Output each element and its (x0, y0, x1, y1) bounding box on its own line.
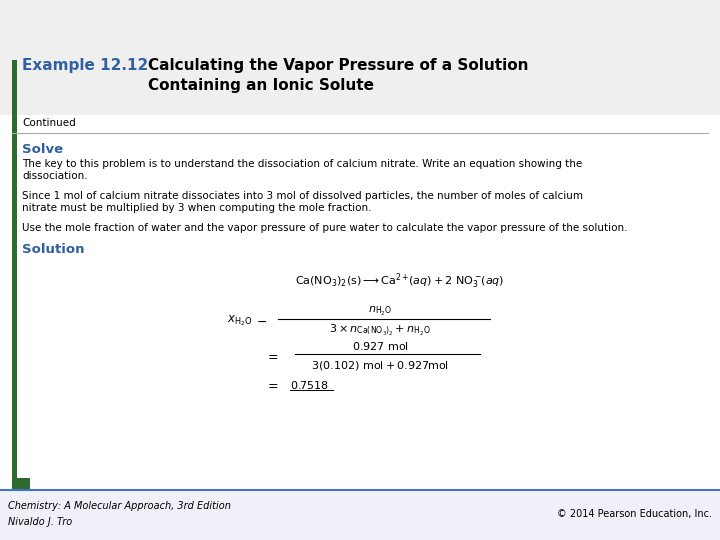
Text: $3(0.102)\ \rm mol + 0.927mol$: $3(0.102)\ \rm mol + 0.927mol$ (311, 359, 449, 372)
Text: Nivaldo J. Tro: Nivaldo J. Tro (8, 517, 72, 527)
Text: $n_{\rm H_2O}$: $n_{\rm H_2O}$ (368, 305, 392, 318)
Bar (12, 60, 17, 480)
Text: Containing an Ionic Solute: Containing an Ionic Solute (148, 78, 374, 93)
Text: $0.7518$: $0.7518$ (290, 379, 329, 391)
Text: Calculating the Vapor Pressure of a Solution: Calculating the Vapor Pressure of a Solu… (148, 58, 528, 73)
Text: $=$: $=$ (265, 349, 279, 362)
Text: © 2014 Pearson Education, Inc.: © 2014 Pearson Education, Inc. (557, 509, 712, 519)
Text: Continued: Continued (22, 118, 76, 128)
Text: $-$: $-$ (256, 314, 268, 327)
Bar (0, 490, 720, 540)
Text: $=$: $=$ (265, 379, 279, 392)
Text: $\mathit{x}_{\rm H_2O}$: $\mathit{x}_{\rm H_2O}$ (228, 314, 253, 328)
Bar (12, 478, 30, 490)
Bar (0, 0, 720, 115)
Text: $0.927\ \rm mol$: $0.927\ \rm mol$ (351, 340, 408, 352)
Text: Use the mole fraction of water and the vapor pressure of pure water to calculate: Use the mole fraction of water and the v… (22, 223, 628, 233)
Text: $\rm Ca(NO_3)_2(s) \longrightarrow Ca^{2+}\!\mathit{(aq)} + 2\ NO_3^-\!\mathit{(: $\rm Ca(NO_3)_2(s) \longrightarrow Ca^{2… (295, 271, 505, 291)
Text: dissociation.: dissociation. (22, 171, 88, 181)
Text: Since 1 mol of calcium nitrate dissociates into 3 mol of dissolved particles, th: Since 1 mol of calcium nitrate dissociat… (22, 191, 583, 201)
Text: The key to this problem is to understand the dissociation of calcium nitrate. Wr: The key to this problem is to understand… (22, 159, 582, 169)
Text: Chemistry: A Molecular Approach, 3rd Edition: Chemistry: A Molecular Approach, 3rd Edi… (8, 501, 231, 511)
Text: Example 12.12: Example 12.12 (22, 58, 148, 73)
Text: Solution: Solution (22, 243, 84, 256)
Text: $3 \times n_{\rm Ca(NO_3)_2} + n_{\rm H_2O}$: $3 \times n_{\rm Ca(NO_3)_2} + n_{\rm H_… (329, 322, 431, 338)
Text: nitrate must be multiplied by 3 when computing the mole fraction.: nitrate must be multiplied by 3 when com… (22, 203, 372, 213)
Text: Solve: Solve (22, 143, 63, 156)
